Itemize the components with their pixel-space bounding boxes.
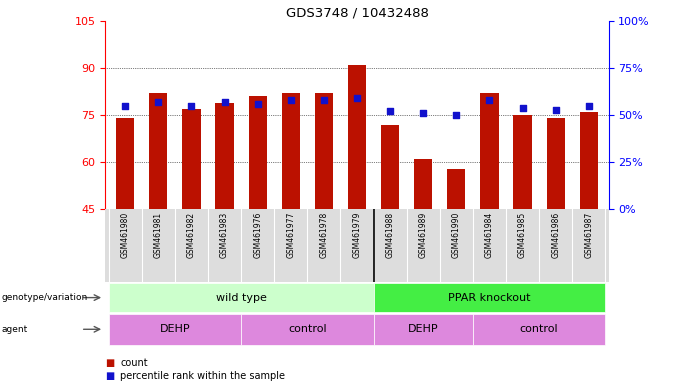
- Bar: [579, 112, 598, 209]
- Text: control: control: [520, 324, 558, 334]
- Bar: [216, 103, 234, 209]
- Text: control: control: [288, 324, 326, 334]
- Bar: [150, 93, 167, 209]
- Text: GSM461985: GSM461985: [518, 212, 527, 258]
- Bar: [282, 93, 300, 209]
- Text: GSM461984: GSM461984: [485, 212, 494, 258]
- Point: [484, 97, 495, 103]
- Text: GSM461986: GSM461986: [551, 212, 560, 258]
- Bar: [373, 314, 473, 345]
- Text: GSM461978: GSM461978: [320, 212, 328, 258]
- Text: GSM461989: GSM461989: [419, 212, 428, 258]
- Text: GSM461979: GSM461979: [352, 212, 362, 258]
- Text: percentile rank within the sample: percentile rank within the sample: [120, 371, 286, 381]
- Text: DEHP: DEHP: [408, 324, 439, 334]
- Text: agent: agent: [1, 325, 28, 334]
- Point: [583, 103, 594, 109]
- Bar: [116, 118, 135, 209]
- Text: GSM461990: GSM461990: [452, 212, 461, 258]
- Text: count: count: [120, 358, 148, 368]
- Point: [385, 108, 396, 114]
- Title: GDS3748 / 10432488: GDS3748 / 10432488: [286, 7, 428, 20]
- Point: [352, 95, 362, 101]
- Bar: [241, 314, 373, 345]
- Bar: [109, 314, 241, 345]
- Text: wild type: wild type: [216, 293, 267, 303]
- Point: [418, 110, 428, 116]
- Point: [451, 112, 462, 118]
- Text: DEHP: DEHP: [160, 324, 190, 334]
- Text: genotype/variation: genotype/variation: [1, 293, 88, 302]
- Point: [517, 104, 528, 111]
- Bar: [480, 93, 498, 209]
- Point: [153, 99, 164, 105]
- Bar: [373, 283, 605, 312]
- Text: GSM461982: GSM461982: [187, 212, 196, 258]
- Bar: [348, 65, 366, 209]
- Bar: [414, 159, 432, 209]
- Point: [252, 101, 263, 107]
- Text: GSM461988: GSM461988: [386, 212, 394, 258]
- Text: GSM461980: GSM461980: [121, 212, 130, 258]
- Point: [318, 97, 329, 103]
- Point: [120, 103, 131, 109]
- Point: [186, 103, 197, 109]
- Text: GSM461983: GSM461983: [220, 212, 229, 258]
- Point: [550, 106, 561, 113]
- Bar: [447, 169, 465, 209]
- Bar: [381, 124, 399, 209]
- Bar: [109, 283, 373, 312]
- Text: ■: ■: [105, 358, 115, 368]
- Text: GSM461987: GSM461987: [584, 212, 593, 258]
- Text: ■: ■: [105, 371, 115, 381]
- Bar: [249, 96, 267, 209]
- Text: PPAR knockout: PPAR knockout: [448, 293, 530, 303]
- Point: [286, 97, 296, 103]
- Bar: [315, 93, 333, 209]
- Text: GSM461981: GSM461981: [154, 212, 163, 258]
- Bar: [547, 118, 564, 209]
- Text: GSM461977: GSM461977: [286, 212, 295, 258]
- Bar: [182, 109, 201, 209]
- Bar: [513, 115, 532, 209]
- Bar: [473, 314, 605, 345]
- Point: [219, 99, 230, 105]
- Text: GSM461976: GSM461976: [253, 212, 262, 258]
